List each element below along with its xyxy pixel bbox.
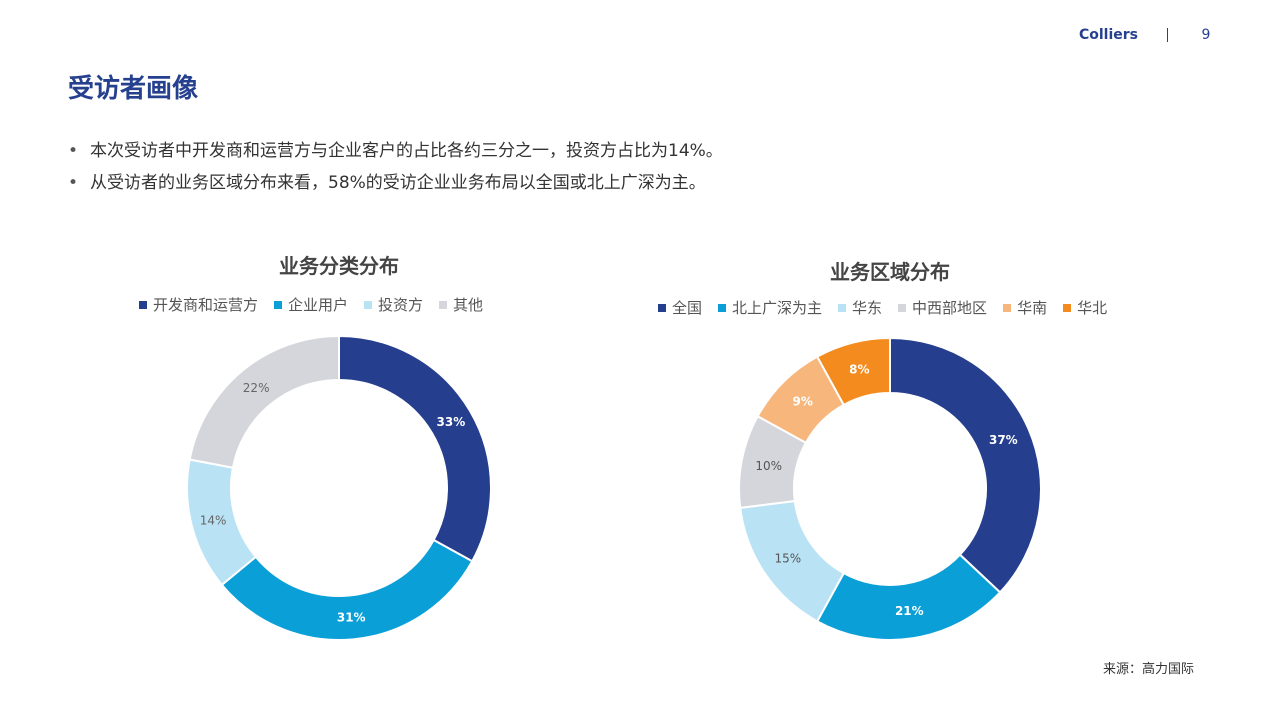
legend-swatch	[718, 303, 727, 312]
slice-label: 22%	[243, 381, 270, 395]
legend-label: 华东	[852, 299, 883, 317]
header-brand: Colliers	[1078, 27, 1138, 43]
legend-label: 其他	[453, 296, 484, 314]
donut-slice	[188, 334, 340, 469]
legend-swatch	[838, 303, 847, 312]
legend-swatch	[139, 300, 147, 309]
legend-label: 企业用户	[288, 296, 349, 314]
legend-business-category: 开发商和运营方 企业用户 投资方 其他	[139, 294, 483, 315]
legend-label: 投资方	[378, 296, 424, 314]
legend-item: 投资方	[364, 294, 423, 315]
slice-label: 8%	[849, 362, 869, 376]
bullet-list: • 本次受访者中开发商和运营方与企业客户的占比各约三分之一，投资方占比为14%。 …	[68, 140, 723, 204]
legend-business-region: 全国 北上广深为主 华东 中西部地区 华南 华北	[658, 297, 1107, 318]
donut-chart-business-category: 33% 31% 14% 22%	[186, 334, 492, 641]
page-number: 9	[1201, 27, 1211, 43]
legend-label: 华北	[1077, 299, 1108, 317]
slice-label: 37%	[989, 433, 1018, 447]
bullet-item: • 本次受访者中开发商和运营方与企业客户的占比各约三分之一，投资方占比为14%。	[68, 140, 723, 162]
legend-item: 华南	[1003, 297, 1047, 318]
donut-slice	[889, 336, 1042, 594]
bullet-marker: •	[68, 173, 79, 193]
bullet-marker: •	[68, 141, 79, 161]
legend-swatch	[1003, 303, 1012, 312]
bullet-item: • 从受访者的业务区域分布来看，58%的受访企业业务布局以全国或北上广深为主。	[68, 172, 723, 194]
legend-item: 华北	[1063, 297, 1107, 318]
legend-item: 其他	[439, 294, 483, 315]
donut-slice	[338, 334, 492, 563]
chart-title-business-region: 业务区域分布	[830, 260, 950, 284]
legend-label: 开发商和运营方	[153, 296, 259, 314]
donut-chart-business-region: 37% 21% 15% 10% 9% 8%	[738, 336, 1042, 641]
bullet-text: 本次受访者中开发商和运营方与企业客户的占比各约三分之一，投资方占比为14%。	[90, 141, 723, 161]
bullet-text: 从受访者的业务区域分布来看，58%的受访企业业务布局以全国或北上广深为主。	[90, 173, 706, 193]
legend-swatch	[898, 303, 907, 312]
slice-label: 10%	[755, 459, 782, 473]
page-title: 受访者画像	[68, 74, 199, 104]
legend-label: 中西部地区	[912, 299, 988, 317]
source-note: 来源：高力国际	[1102, 662, 1194, 677]
chart-title-business-category: 业务分类分布	[279, 254, 399, 278]
legend-label: 全国	[672, 299, 703, 317]
donut-slice	[815, 336, 891, 407]
slice-label: 31%	[337, 610, 366, 624]
slice-label: 14%	[200, 513, 227, 527]
donut-slice	[220, 538, 474, 641]
legend-swatch	[274, 300, 283, 309]
legend-label: 北上广深为主	[732, 299, 823, 317]
slice-label: 15%	[775, 551, 802, 565]
header-separator	[1167, 28, 1168, 42]
legend-swatch	[364, 300, 373, 309]
legend-item: 开发商和运营方	[139, 294, 258, 315]
legend-item: 华东	[838, 297, 882, 318]
slice-label: 33%	[437, 415, 466, 429]
legend-item: 北上广深为主	[718, 297, 822, 318]
legend-swatch	[1063, 303, 1072, 312]
slice-label: 9%	[792, 395, 812, 409]
legend-item: 全国	[658, 297, 702, 318]
legend-swatch	[658, 303, 666, 312]
donut-slice	[815, 553, 1002, 641]
legend-label: 华南	[1017, 299, 1048, 317]
legend-item: 中西部地区	[898, 297, 987, 318]
legend-item: 企业用户	[274, 294, 348, 315]
slice-label: 21%	[895, 604, 924, 618]
legend-swatch	[439, 300, 448, 309]
